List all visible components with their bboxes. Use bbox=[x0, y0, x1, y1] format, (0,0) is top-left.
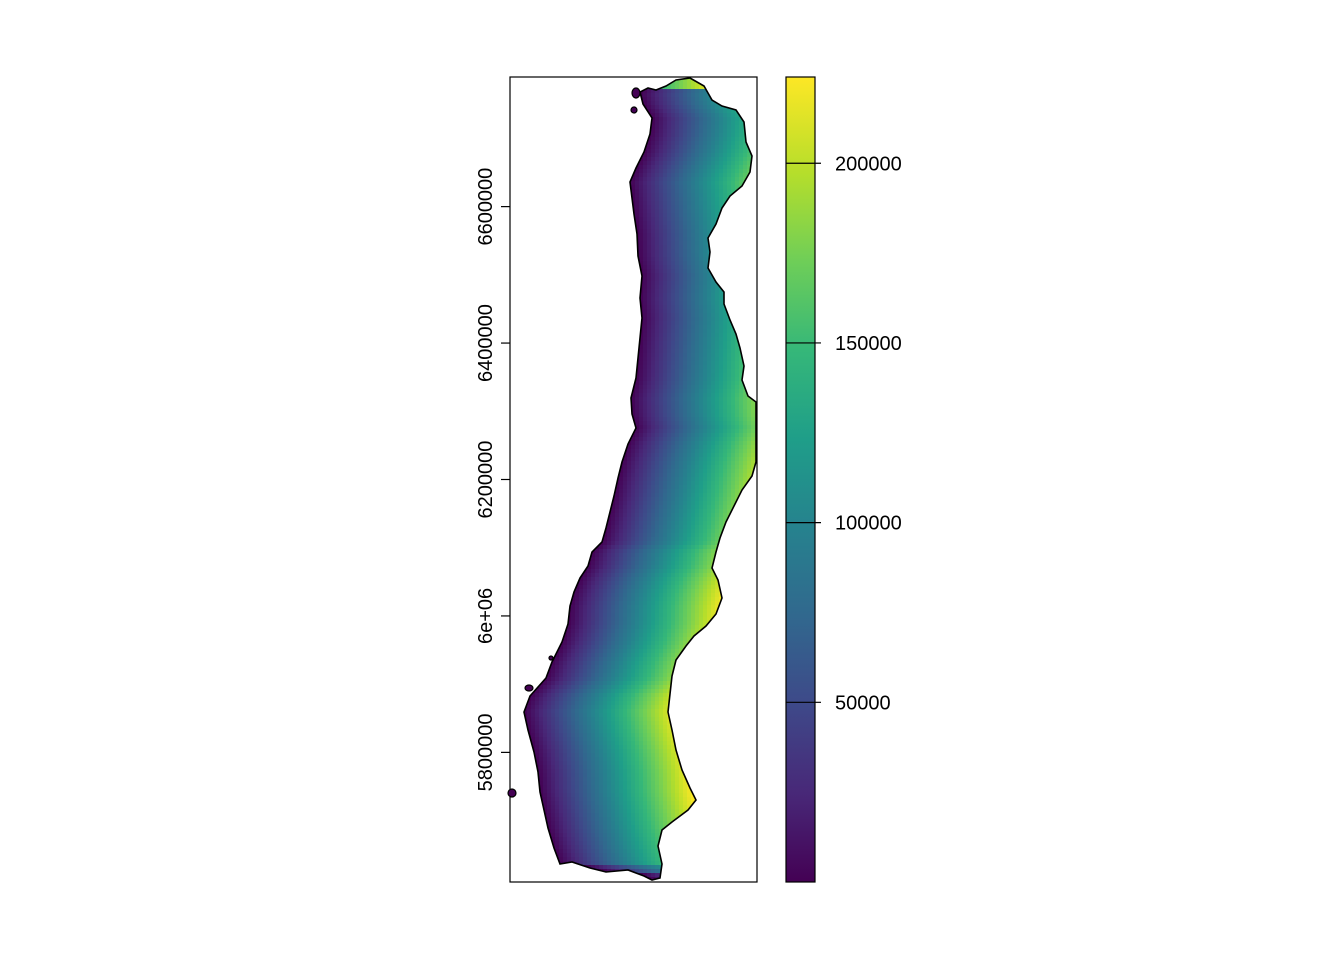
island bbox=[631, 87, 641, 99]
colorbar-ticks: 50000 100000 150000 200000 bbox=[786, 153, 902, 714]
colorbar-legend: 50000 100000 150000 200000 bbox=[785, 76, 902, 883]
y-tick-label: 6400000 bbox=[475, 304, 497, 382]
colorbar-tick-label: 100000 bbox=[835, 513, 902, 535]
coastline-outline bbox=[523, 77, 757, 881]
islands bbox=[507, 87, 641, 798]
island bbox=[507, 788, 517, 798]
colorbar-tick-label: 200000 bbox=[835, 153, 902, 175]
y-tick-label: 6200000 bbox=[475, 441, 497, 519]
y-tick-label: 6e+06 bbox=[475, 588, 497, 644]
island bbox=[630, 106, 638, 114]
map-panel bbox=[507, 76, 758, 883]
raster-land-fill bbox=[524, 78, 756, 880]
y-axis: 5800000 6e+06 6200000 6400000 6600000 bbox=[475, 168, 510, 791]
y-tick-label: 6600000 bbox=[475, 168, 497, 246]
y-tick-label: 5800000 bbox=[475, 713, 497, 791]
island bbox=[548, 655, 554, 661]
island bbox=[524, 684, 534, 692]
colorbar-tick-label: 50000 bbox=[835, 692, 891, 714]
colorbar-gradient bbox=[785, 76, 816, 883]
colorbar-tick-label: 150000 bbox=[835, 333, 902, 355]
